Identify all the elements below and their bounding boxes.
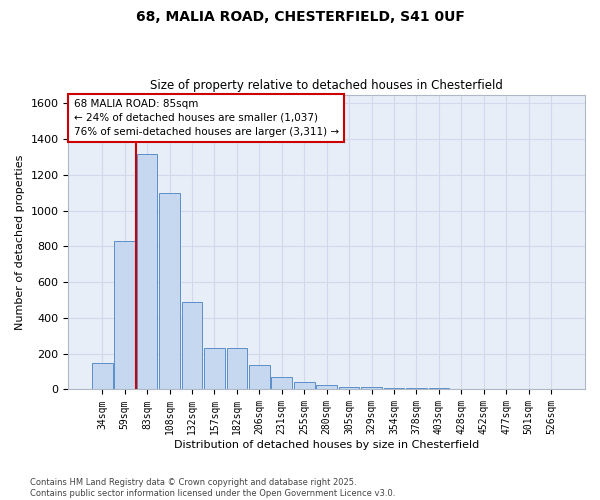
Bar — [115, 241, 135, 390]
Bar — [451, 388, 472, 390]
Bar — [361, 388, 382, 390]
Bar — [159, 193, 180, 390]
X-axis label: Distribution of detached houses by size in Chesterfield: Distribution of detached houses by size … — [174, 440, 479, 450]
Bar — [406, 388, 427, 390]
Bar — [271, 377, 292, 390]
Bar — [428, 388, 449, 390]
Bar — [294, 382, 314, 390]
Bar — [137, 154, 157, 390]
Bar — [182, 302, 202, 390]
Text: 68, MALIA ROAD, CHESTERFIELD, S41 0UF: 68, MALIA ROAD, CHESTERFIELD, S41 0UF — [136, 10, 464, 24]
Bar — [227, 348, 247, 390]
Bar — [339, 387, 359, 390]
Bar — [204, 348, 225, 390]
Bar — [316, 385, 337, 390]
Bar — [249, 366, 269, 390]
Bar — [92, 362, 113, 390]
Title: Size of property relative to detached houses in Chesterfield: Size of property relative to detached ho… — [150, 79, 503, 92]
Y-axis label: Number of detached properties: Number of detached properties — [15, 154, 25, 330]
Text: Contains HM Land Registry data © Crown copyright and database right 2025.
Contai: Contains HM Land Registry data © Crown c… — [30, 478, 395, 498]
Bar — [384, 388, 404, 390]
Text: 68 MALIA ROAD: 85sqm
← 24% of detached houses are smaller (1,037)
76% of semi-de: 68 MALIA ROAD: 85sqm ← 24% of detached h… — [74, 99, 338, 137]
